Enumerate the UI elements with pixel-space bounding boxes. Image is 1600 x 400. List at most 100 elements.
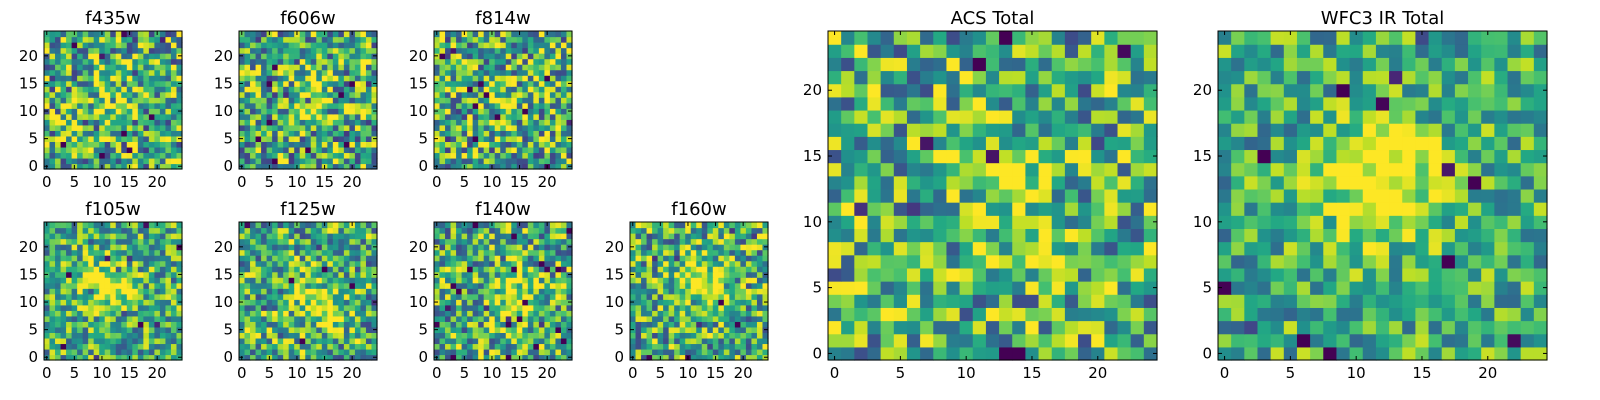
heatmap-cell [533,266,540,273]
heatmap-cell [1064,320,1079,335]
heatmap-cell [66,282,73,289]
heatmap-cell [110,75,117,82]
heatmap-cell [494,135,501,142]
heatmap-cell [104,304,111,311]
heatmap-cell [434,119,441,126]
heatmap-cell [685,299,692,306]
heatmap-cell [450,337,457,345]
heatmap-cell [483,266,490,273]
heatmap-cell [439,80,446,87]
heatmap-cell [679,354,686,361]
heatmap-cell [555,343,562,350]
heatmap-cell [154,260,161,267]
panel-title: f125w [280,199,335,220]
heatmap-cell [66,337,73,345]
heatmap-cell [261,293,268,300]
heatmap-cell [696,293,703,300]
heatmap-cell [338,157,345,165]
heatmap-cell [159,108,167,115]
heatmap-cell [66,42,73,49]
heatmap-cell [316,69,323,76]
heatmap-cell [44,332,51,339]
heatmap-cell [115,227,122,234]
heatmap-cell [690,222,697,229]
heatmap-cell [49,64,56,71]
heatmap-cell [371,337,378,345]
heatmap-cell [533,119,540,126]
heatmap-cell [641,304,648,311]
heatmap-cell [489,321,496,328]
heatmap-cell [854,228,869,243]
heatmap-cell [461,233,468,240]
heatmap-cell [652,321,659,328]
heatmap-cell [371,102,378,109]
heatmap-cell [1038,188,1053,203]
heatmap-cell [338,304,345,311]
heatmap-cell [148,266,155,273]
heatmap-cell [522,299,529,306]
heatmap-cell [972,228,987,243]
heatmap-cell [456,343,463,350]
heatmap-cell [1143,281,1158,295]
heatmap-cell [137,31,144,38]
heatmap-cell [159,222,167,229]
heatmap-cell [77,266,84,273]
heatmap-cell [288,233,295,240]
heatmap-cell [679,227,686,234]
heatmap-cell [566,102,573,109]
heatmap-cell [82,315,89,322]
heatmap-cell [461,146,468,154]
heatmap-cell [371,304,378,311]
heatmap-cell [494,91,501,98]
heatmap-cell [49,91,56,98]
heatmap-cell [1012,294,1026,308]
heatmap-cell [729,266,736,273]
heatmap-cell [283,238,290,245]
heatmap-cell [674,293,681,300]
heatmap-cell [148,332,155,339]
heatmap-cell [110,332,117,339]
heatmap-cell [60,266,67,273]
heatmap-cell [740,337,747,345]
heatmap-cell [354,130,362,137]
heatmap-cell [99,282,106,289]
heatmap-cell [176,113,183,120]
heatmap-cell [277,53,284,60]
heatmap-cell [544,266,551,273]
heatmap-cell [71,135,78,142]
heatmap-cell [55,260,62,267]
heatmap-cell [906,254,921,269]
heatmap-cell [544,255,551,262]
heatmap-cell [44,233,51,240]
heatmap-cell [244,64,251,71]
heatmap-cell [494,97,501,104]
heatmap-cell [450,36,457,43]
heatmap-cell [657,343,664,350]
heatmap-cell [288,326,295,333]
heatmap-cell [99,152,106,159]
heatmap-cell [456,260,463,267]
heatmap-cell [880,346,895,361]
heatmap-cell [478,282,485,289]
heatmap-cell [505,146,512,154]
heatmap-cell [516,141,523,148]
heatmap-cell [99,47,106,54]
heatmap-cell [299,31,306,38]
heatmap-cell [999,162,1013,177]
heatmap-cell [533,113,540,120]
heatmap-cell [126,130,133,137]
heatmap-cell [483,310,490,317]
heatmap-cell [828,241,842,256]
heatmap-cell [751,315,758,322]
heatmap-cell [756,249,764,256]
heatmap-cell [338,266,345,273]
heatmap-cell [104,42,111,49]
heatmap-cell [88,299,95,306]
heatmap-cell [132,299,139,306]
heatmap-cell [365,146,373,154]
heatmap-cell [137,255,144,262]
heatmap-cell [277,80,284,87]
heatmap-cell [121,255,128,262]
heatmap-cell [82,53,89,60]
heatmap-cell [272,64,279,71]
